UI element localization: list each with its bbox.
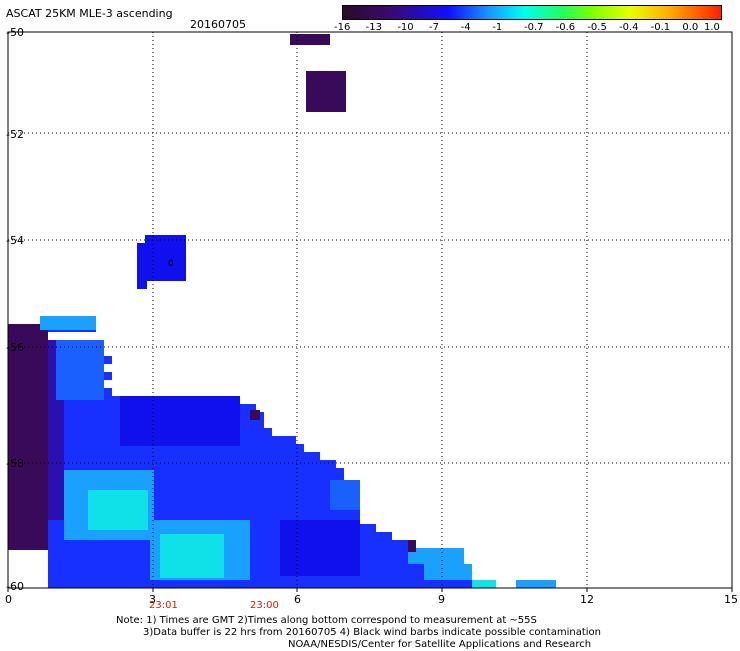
colorbar-tick-label: -16 [334, 22, 351, 33]
swath-region [408, 548, 464, 564]
swath-row [48, 580, 496, 588]
swath-region [424, 564, 472, 580]
x-tick-label: 15 [724, 593, 738, 606]
x-tick-label: 0 [5, 593, 12, 606]
swath-region [40, 316, 96, 330]
swath-region [88, 490, 148, 530]
time-label: 23:01 [149, 600, 178, 611]
swath-row [8, 500, 360, 508]
x-tick-label: 9 [438, 593, 445, 606]
map-annotation: 0 [168, 259, 174, 269]
colorbar-tick-label: -1 [492, 22, 503, 33]
swath-cell [250, 410, 260, 420]
swath-row [48, 556, 464, 564]
colorbar [342, 5, 722, 20]
swath-edge [8, 324, 48, 550]
swath-row [48, 572, 472, 580]
time-label: 23:00 [250, 600, 279, 611]
colorbar-tick-label: 1.0 [704, 22, 720, 33]
y-tick-label: -54 [6, 234, 24, 247]
swath-row [48, 564, 464, 572]
swath-row [8, 452, 320, 460]
colorbar-tick-label: 0.0 [682, 22, 699, 33]
plot-frame [7, 31, 733, 589]
note-line-2: 3)Data buffer is 22 hrs from 20160705 4)… [143, 627, 601, 638]
swath-region [330, 480, 360, 510]
swath-row [8, 484, 352, 492]
swath-patch [145, 235, 186, 281]
swath-patch [137, 243, 147, 289]
colorbar-tick-label: -10 [397, 22, 414, 33]
data-swath [8, 34, 556, 588]
y-tick-label: -56 [6, 341, 24, 354]
swath-row [8, 508, 360, 516]
map-title: ASCAT 25KM MLE-3 ascending [6, 7, 173, 20]
colorbar-tick-label: -0.6 [555, 22, 576, 33]
swath-row [8, 468, 344, 476]
note-line-1: Note: 1) Times are GMT 2)Times along bot… [116, 615, 537, 626]
axis-ticks [7, 588, 733, 592]
swath-region [56, 340, 104, 400]
x-tick-label: 3 [149, 593, 156, 606]
colorbar-tick-label: -0.1 [650, 22, 671, 33]
swath-cell [408, 540, 416, 552]
colorbar-tick-label: -4 [460, 22, 471, 33]
swath-row [8, 460, 336, 468]
colorbar-tick-label: -7 [429, 22, 439, 33]
swath-row [8, 444, 304, 452]
swath-patch [306, 71, 346, 112]
swath-region [516, 580, 556, 588]
swath-region [472, 580, 496, 588]
note-line-3: NOAA/NESDIS/Center for Satellite Applica… [288, 639, 592, 650]
grid-lines [8, 32, 732, 588]
swath-region [120, 396, 240, 446]
swath-row [8, 476, 344, 484]
colorbar-tick-label: -0.5 [587, 22, 607, 33]
y-tick-label: -50 [6, 26, 24, 39]
colorbar-labels: -16 -13 -10 -7 -4 -1 -0.7 -0.6 -0.5 -0.4 -0.1 0.0 1.… [334, 22, 722, 36]
x-tick-label: 12 [580, 593, 594, 606]
colorbar-tick-label: -0.4 [619, 22, 639, 33]
swath-row [8, 492, 352, 500]
swath-patch [290, 34, 330, 45]
colorbar-tick-label: -13 [365, 22, 382, 33]
map-date: 20160705 [190, 18, 246, 31]
swath-region [160, 534, 224, 578]
colorbar-tick-label: -0.7 [524, 22, 544, 33]
y-tick-label: -52 [6, 128, 24, 141]
swath-region [280, 520, 360, 576]
swath-row [48, 548, 464, 556]
y-tick-label: -60 [6, 580, 24, 593]
y-tick-label: -58 [6, 457, 24, 470]
x-tick-label: 6 [294, 593, 301, 606]
